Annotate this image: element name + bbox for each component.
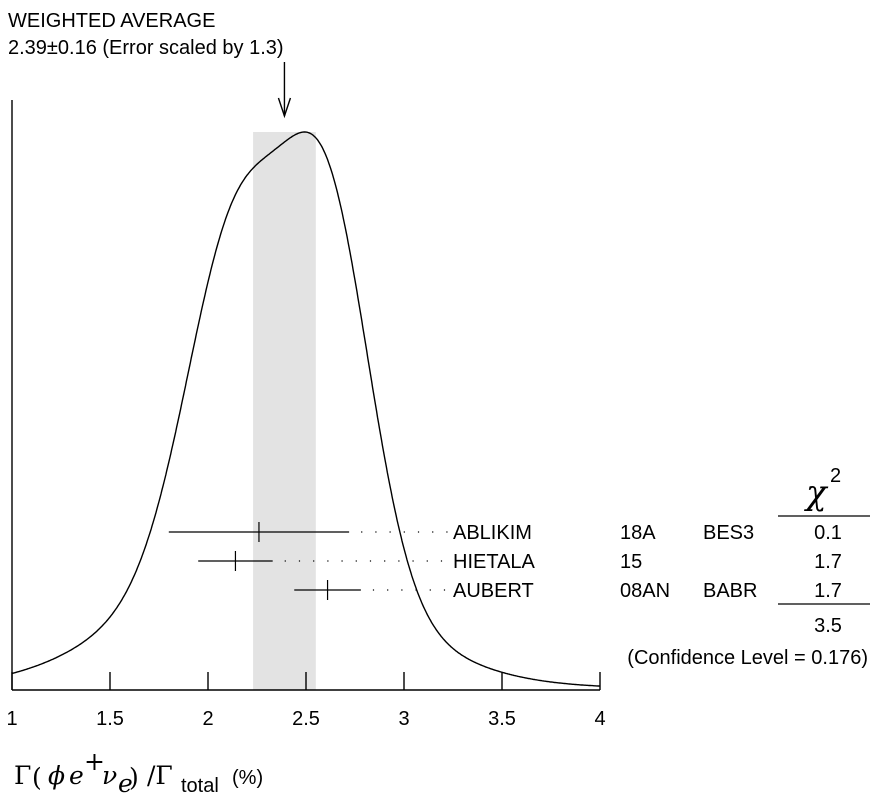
confidence-level: (Confidence Level = 0.176)	[627, 647, 868, 669]
weighted-average-text: 2.39±0.16 (Error scaled by 1.3)	[8, 37, 284, 59]
measurement-author: AUBERT	[453, 580, 534, 602]
measurement-experiment: BABR	[703, 580, 757, 602]
x-axis-label: Γ ( ϕ e + ν e ) /Γ total (%)	[14, 747, 263, 793]
average-arrow-icon	[277, 62, 292, 119]
x-tick-label: 2	[202, 708, 213, 730]
xlabel-open-paren: (	[32, 763, 42, 792]
x-tick-label: 2.5	[292, 708, 320, 730]
measurement-year: 08AN	[620, 580, 670, 602]
chi2-total: 3.5	[814, 615, 842, 637]
weighted-average-band	[253, 132, 316, 690]
weighted-average-title: WEIGHTED AVERAGE	[8, 10, 215, 32]
measurement-row: HIETALA 15 1.7	[198, 551, 842, 573]
svg-text:Γ: Γ	[14, 761, 31, 790]
x-tick-label: 3.5	[488, 708, 516, 730]
xlabel-slash-gamma: /Γ	[147, 761, 173, 790]
xlabel-total: total	[181, 775, 219, 793]
x-tick-label: 4	[594, 708, 605, 730]
x-axis-ticks: 1 1.5 2 2.5 3 3.5 4	[6, 672, 606, 730]
xlabel-nu-sub: e	[118, 769, 133, 793]
measurement-row: ABLIKIM 18A BES3 0.1	[168, 522, 842, 544]
measurement-row: AUBERT 08AN BABR 1.7	[294, 580, 842, 602]
measurement-experiment: BES3	[703, 522, 754, 544]
xlabel-nu: ν	[102, 761, 117, 790]
measurement-chi2: 1.7	[814, 580, 842, 602]
x-tick-label: 3	[398, 708, 409, 730]
measurement-chi2: 1.7	[814, 551, 842, 573]
measurement-author: HIETALA	[453, 551, 536, 573]
chi2-header-power: 2	[830, 465, 841, 487]
xlabel-close-paren: )	[129, 763, 139, 792]
measurements: ABLIKIM 18A BES3 0.1 HIETALA 15 1.7 AUBERT 08AN B…	[168, 522, 842, 602]
xlabel-plus: +	[84, 747, 105, 776]
xlabel-gamma: Γ	[14, 761, 31, 790]
x-tick-label: 1	[6, 708, 17, 730]
chi2-header: χ	[804, 473, 829, 513]
measurement-year: 18A	[620, 522, 656, 544]
xlabel-phi: ϕ	[48, 761, 65, 790]
measurement-chi2: 0.1	[814, 522, 842, 544]
measurement-author: ABLIKIM	[453, 522, 532, 544]
measurement-year: 15	[620, 551, 642, 573]
x-tick-label: 1.5	[96, 708, 124, 730]
xlabel-e: e	[69, 761, 84, 790]
xlabel-unit: (%)	[232, 767, 263, 789]
